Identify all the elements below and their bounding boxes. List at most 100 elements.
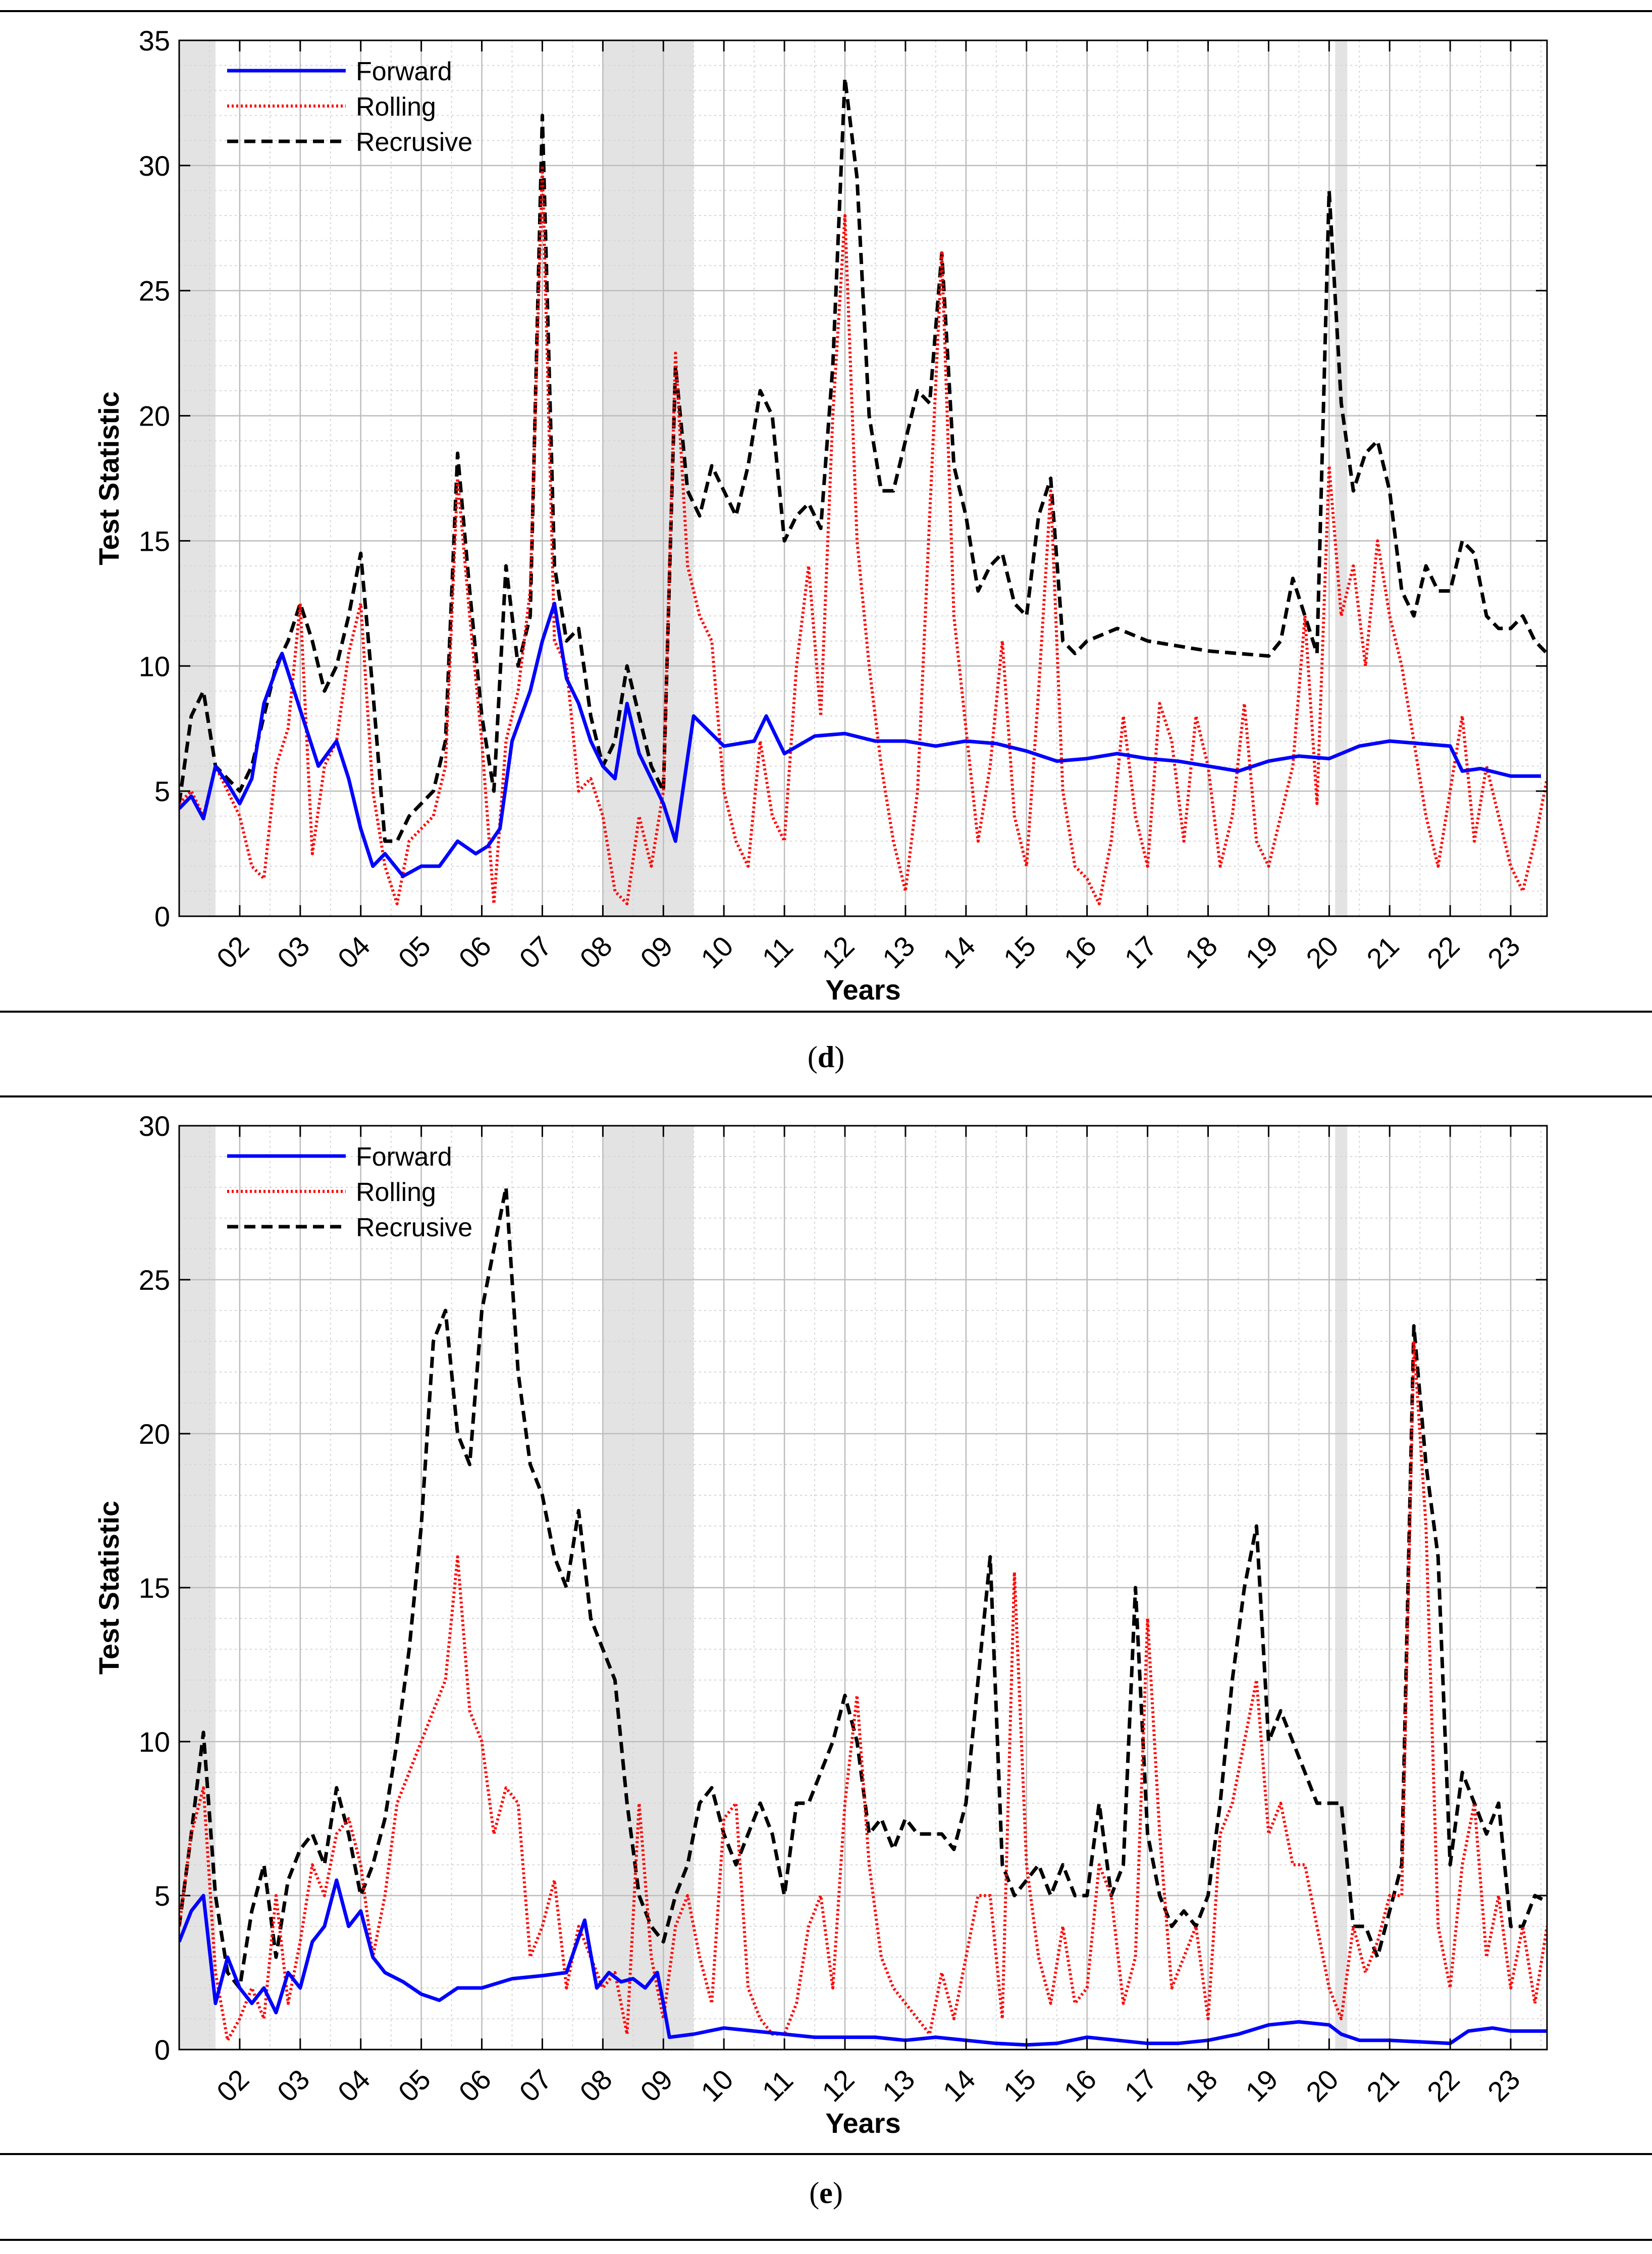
x-tick-label: 06 [452,930,497,975]
y-tick-label: 35 [139,25,170,57]
legend-label: Rolling [356,1178,436,1207]
panel-label-e: (e) [0,2176,1652,2211]
y-tick-label: 20 [139,1418,170,1450]
legend-label: Rolling [356,92,436,122]
legend-label: Forward [356,57,452,86]
axes-box [178,39,1548,917]
x-tick-label: 22 [1421,930,1466,975]
x-tick-label: 07 [513,2063,558,2108]
bottom-rule-final [0,2239,1652,2241]
panel-label-open: ( [807,1040,818,1074]
x-tick-label: 07 [513,930,558,975]
x-tick-label: 14 [937,2063,982,2108]
tick-marks [179,1125,1547,2051]
minor-grid [179,40,1547,916]
x-tick-label: 09 [634,930,679,975]
x-tick-label: 05 [392,2063,437,2108]
series-line-recrusive [179,76,1547,843]
shaded-period [603,40,694,916]
bottom-rule-d [0,1011,1652,1013]
series-group [179,76,1547,906]
x-tick-label: 04 [332,2063,377,2108]
legend: Forward Rolling Recrusive [227,57,472,157]
x-tick-label: 02 [210,930,255,975]
x-axis-label: Years [825,974,901,1006]
x-tick-label: 08 [573,930,618,975]
y-tick-label: 25 [139,1264,170,1296]
x-tick-label: 19 [1239,2063,1284,2108]
series-line-forward [179,1878,1547,2047]
x-tick-label: 10 [695,2063,739,2108]
x-tick-label: 11 [756,2064,799,2107]
series-line-rolling [179,1340,1547,2042]
x-tick-label: 21 [1360,930,1405,975]
x-tick-label: 17 [1118,2063,1163,2108]
x-tick-label: 05 [392,930,437,975]
x-tick-label: 18 [1179,930,1223,975]
x-tick-label: 03 [271,930,316,975]
panel-label-close: ) [834,1040,845,1074]
shaded-period [179,40,216,916]
x-tick-label: 08 [573,2063,618,2108]
series-group [179,1185,1547,2047]
x-tick-label: 20 [1300,2063,1345,2108]
x-tick-label: 13 [876,2063,921,2108]
panel-label-close: ) [832,2176,843,2210]
panel-label-letter: e [819,2176,833,2210]
bottom-rule-e [0,2153,1652,2155]
y-tick-label: 30 [139,150,170,182]
panel-label-open: ( [809,2176,820,2210]
x-tick-label: 16 [1058,2063,1103,2108]
y-tick-label: 5 [154,775,170,807]
x-tick-label: 14 [937,930,982,975]
y-tick-label: 10 [139,1726,170,1758]
y-axis-label: Test Statistic [93,1501,125,1674]
top-rule-e [0,1095,1652,1097]
y-tick-label: 30 [139,1110,170,1142]
y-tick-label: 10 [139,650,170,682]
major-grid [179,1126,1547,2050]
x-tick-label: 09 [634,2063,679,2108]
y-tick-label: 25 [139,275,170,307]
shaded-period [1335,40,1348,916]
series-line-forward [179,601,1541,878]
x-tick-label: 19 [1239,930,1284,975]
plot-area [179,40,1547,916]
top-rule-d [0,10,1652,12]
major-grid [179,40,1547,916]
panel-label-d: (d) [0,1040,1652,1075]
x-tick-label: 12 [816,930,861,975]
y-tick-label: 0 [154,901,170,932]
legend: Forward Rolling Recrusive [227,1142,472,1242]
x-tick-label: 15 [997,2063,1042,2108]
tick-marks [179,39,1547,917]
x-tick-label: 22 [1421,2063,1466,2108]
x-tick-label: 16 [1058,930,1103,975]
x-tick-label: 18 [1179,2063,1223,2108]
x-tick-label: 04 [332,930,377,975]
y-tick-label: 20 [139,400,170,432]
x-tick-label: 23 [1481,930,1526,975]
x-axis-label: Years [825,2107,901,2139]
y-axis-label: Test Statistic [93,391,125,565]
y-tick-label: 5 [154,1880,170,1912]
minor-grid [179,1126,1547,2050]
x-tick-label: 02 [210,2063,255,2108]
x-tick-label: 20 [1300,930,1345,975]
x-tick-label: 10 [695,930,739,975]
x-tick-label: 12 [816,2063,861,2108]
y-tick-label: 0 [154,2034,170,2066]
y-tick-label: 15 [139,1572,170,1604]
panel-label-letter: d [817,1040,835,1074]
x-tick-label: 11 [756,930,799,974]
legend-label: Forward [356,1142,452,1172]
legend-label: Recrusive [356,1213,472,1242]
x-tick-label: 17 [1118,930,1163,975]
x-tick-label: 13 [876,930,921,975]
x-tick-label: 06 [452,2063,497,2108]
y-tick-label: 15 [139,525,170,557]
x-tick-label: 21 [1360,2063,1405,2108]
legend-label: Recrusive [356,128,472,157]
